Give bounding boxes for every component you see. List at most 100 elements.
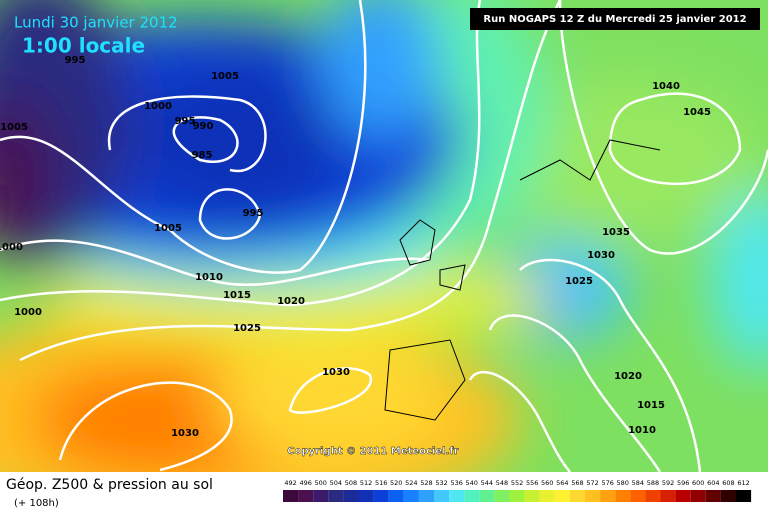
legend-swatch <box>449 490 465 502</box>
legend-value: 548 <box>496 479 508 487</box>
isobar-label: 985 <box>192 150 213 161</box>
run-info: Run NOGAPS 12 Z du Mercredi 25 janvier 2… <box>483 14 746 25</box>
legend-value: 600 <box>692 479 704 487</box>
legend-swatch <box>313 490 329 502</box>
isobar-label: 1005 <box>0 122 28 133</box>
isobar-label: 995 <box>175 116 196 127</box>
isobar-label: 1025 <box>233 323 261 334</box>
isobar-label: 1015 <box>637 400 665 411</box>
isobar-label: 1035 <box>602 227 630 238</box>
legend-swatch <box>690 490 706 502</box>
legend-swatch <box>298 490 314 502</box>
legend-swatch <box>494 490 510 502</box>
legend-swatch <box>660 490 676 502</box>
legend-value: 592 <box>662 479 674 487</box>
legend-value: 544 <box>481 479 493 487</box>
isobar-label: 1015 <box>223 290 251 301</box>
legend-value: 564 <box>556 479 568 487</box>
legend-value: 556 <box>526 479 538 487</box>
isobar <box>107 95 267 173</box>
isobar <box>519 258 702 472</box>
legend-swatch <box>600 490 616 502</box>
isobar-label: 1020 <box>277 296 305 307</box>
isobar <box>558 0 768 255</box>
legend-swatch <box>328 490 344 502</box>
isobar <box>608 92 742 185</box>
legend-swatch <box>539 490 555 502</box>
isobar-label: 1000 <box>144 101 172 112</box>
legend-swatch <box>645 490 661 502</box>
legend-swatch <box>388 490 404 502</box>
isobar-label: 995 <box>243 208 264 219</box>
legend-value: 516 <box>375 479 387 487</box>
legend-value: 576 <box>601 479 613 487</box>
legend-value: 540 <box>466 479 478 487</box>
isobar-label: 1030 <box>171 428 199 439</box>
legend-value: 504 <box>330 479 342 487</box>
legend-value: 612 <box>737 479 749 487</box>
legend-swatch <box>554 490 570 502</box>
isobar-label: 1000 <box>0 242 23 253</box>
legend-swatch <box>630 490 646 502</box>
isobar-label: 1030 <box>322 367 350 378</box>
legend-swatch <box>283 490 299 502</box>
legend-value: 536 <box>450 479 462 487</box>
legend-swatch <box>736 490 752 502</box>
legend-value: 572 <box>586 479 598 487</box>
legend-value: 568 <box>571 479 583 487</box>
legend-swatch <box>358 490 374 502</box>
isobar <box>0 239 431 286</box>
legend-value: 528 <box>420 479 432 487</box>
legend-value: 524 <box>405 479 417 487</box>
legend-swatch <box>569 490 585 502</box>
isobar-label: 1005 <box>211 71 239 82</box>
isobar-label: 1020 <box>614 371 642 382</box>
legend-value: 604 <box>707 479 719 487</box>
isobar-label: 995 <box>65 55 86 66</box>
isobar-label: 1030 <box>587 250 615 261</box>
isobar-label: 990 <box>193 121 214 132</box>
legend-swatch <box>403 490 419 502</box>
isobar <box>172 116 239 163</box>
footer-title: Géop. Z500 & pression au sol <box>6 477 213 493</box>
legend-value: 532 <box>435 479 447 487</box>
isobar <box>0 0 482 307</box>
isobar-label: 1040 <box>652 81 680 92</box>
copyright: Copyright © 2011 Meteociel.fr <box>287 446 458 457</box>
isobar-label: 1010 <box>195 272 223 283</box>
legend-swatch <box>675 490 691 502</box>
legend-swatch <box>705 490 721 502</box>
legend-value: 512 <box>360 479 372 487</box>
legend-swatch <box>615 490 631 502</box>
legend-swatch <box>509 490 525 502</box>
legend-value: 588 <box>647 479 659 487</box>
coastline <box>384 139 661 421</box>
legend-value: 560 <box>541 479 553 487</box>
legend-value: 500 <box>315 479 327 487</box>
isobar <box>58 381 233 472</box>
isobar <box>288 367 372 414</box>
legend-swatch <box>343 490 359 502</box>
footer-lead: (+ 108h) <box>14 498 59 509</box>
legend-value: 492 <box>284 479 296 487</box>
isobar-label: 1005 <box>154 223 182 234</box>
legend-value: 580 <box>617 479 629 487</box>
date: Lundi 30 janvier 2012 <box>14 14 178 32</box>
isobar <box>468 370 571 472</box>
legend-value: 496 <box>299 479 311 487</box>
legend-swatch <box>434 490 450 502</box>
legend-swatch <box>585 490 601 502</box>
legend-swatch <box>418 490 434 502</box>
isobar-label: 1045 <box>683 107 711 118</box>
isobar <box>198 188 262 240</box>
time: 1:00 locale <box>22 34 145 58</box>
legend-swatch <box>720 490 736 502</box>
isobar <box>19 0 562 362</box>
run-box <box>470 8 760 30</box>
legend-value: 520 <box>390 479 402 487</box>
isobar <box>0 0 367 274</box>
isobar <box>488 314 662 472</box>
isobar-label: 1000 <box>14 307 42 318</box>
